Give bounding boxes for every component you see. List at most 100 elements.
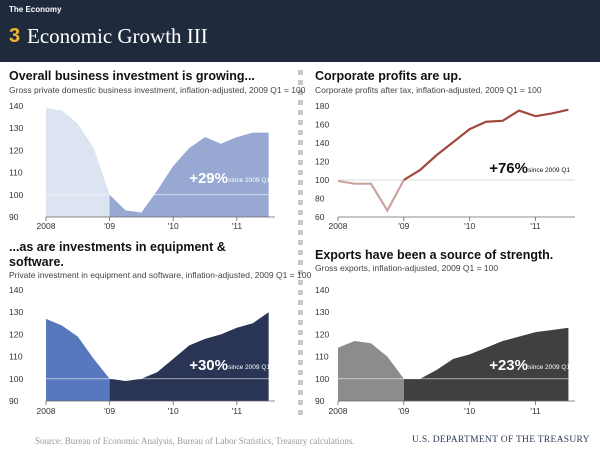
- annotation-value: +29%: [189, 170, 228, 187]
- separator-square: [298, 120, 303, 125]
- separator-square: [298, 100, 303, 105]
- source-note: Source: Bureau of Economic Analysis, Bur…: [35, 436, 355, 446]
- series-area-pre-2009: [46, 108, 110, 217]
- separator-square: [298, 210, 303, 215]
- y-tick-label: 100: [9, 374, 23, 384]
- separator-square: [298, 280, 303, 285]
- x-tick-label: '09: [104, 221, 115, 231]
- separator-square: [298, 230, 303, 235]
- x-tick-label: '11: [530, 221, 541, 231]
- series-line-post-2009: [403, 108, 569, 181]
- x-tick-label: '11: [232, 221, 243, 231]
- y-tick-label: 140: [9, 101, 23, 111]
- separator-square: [298, 260, 303, 265]
- chart-3-title: ...as are investments in equipment & sof…: [9, 240, 226, 269]
- y-tick-label: 140: [9, 285, 23, 295]
- y-tick-label: 120: [9, 145, 23, 155]
- x-tick-label: '11: [530, 406, 541, 416]
- y-tick-label: 90: [9, 212, 19, 222]
- annotation-label: since 2009 Q1: [528, 167, 570, 174]
- y-tick-label: 160: [315, 120, 329, 130]
- y-tick-label: 130: [9, 307, 23, 317]
- y-tick-label: 100: [9, 190, 23, 200]
- x-tick-label: '09: [398, 221, 409, 231]
- separator-square: [298, 150, 303, 155]
- annotation-value: +76%: [489, 160, 528, 177]
- x-tick-label: '10: [168, 406, 179, 416]
- y-tick-label: 120: [315, 329, 329, 339]
- chart-2-subtitle: Corporate profits after tax, inflation-a…: [315, 85, 542, 95]
- separator-square: [298, 370, 303, 375]
- panel-separator: [298, 70, 303, 415]
- page-title: Economic Growth III: [27, 24, 208, 48]
- y-tick-label: 110: [315, 352, 329, 362]
- separator-square: [298, 270, 303, 275]
- x-tick-label: '10: [464, 406, 475, 416]
- annotation-label: since 2009 Q1: [228, 177, 270, 184]
- separator-square: [298, 130, 303, 135]
- chart-2-title: Corporate profits are up.: [315, 69, 462, 83]
- separator-square: [298, 250, 303, 255]
- y-tick-label: 120: [9, 329, 23, 339]
- annotation-value: +23%: [489, 357, 528, 374]
- chart-2-plot: 60 80 100 120 140 160 180 2008 '09 '10 '11 since 20…: [315, 101, 575, 231]
- section-label: The Economy: [9, 5, 62, 14]
- separator-square: [298, 410, 303, 415]
- y-tick-label: 130: [9, 123, 23, 133]
- separator-square: [298, 330, 303, 335]
- separator-square: [298, 170, 303, 175]
- x-tick-label: '10: [168, 221, 179, 231]
- separator-square: [298, 240, 303, 245]
- separator-square: [298, 290, 303, 295]
- separator-square: [298, 180, 303, 185]
- separator-square: [298, 80, 303, 85]
- y-tick-label: 180: [315, 101, 329, 111]
- series-area-pre-2009: [46, 318, 110, 401]
- y-tick-label: 90: [9, 396, 19, 406]
- separator-square: [298, 90, 303, 95]
- chart-3-subtitle: Private investment in equipment and soft…: [9, 270, 312, 280]
- x-tick-label: '09: [398, 406, 409, 416]
- y-tick-label: 110: [9, 168, 23, 178]
- y-tick-label: 120: [315, 157, 329, 167]
- series-area-post-2009: [109, 132, 269, 217]
- separator-square: [298, 380, 303, 385]
- separator-square: [298, 360, 303, 365]
- y-tick-label: 90: [315, 396, 325, 406]
- x-tick-label: 2008: [329, 221, 348, 231]
- chart-1-plot: 90 100 110 120 130 140 2008 '09 '10 '11 since 2009…: [9, 101, 275, 231]
- series-area-post-2009: [403, 327, 569, 401]
- brand-text: U.S. DEPARTMENT OF THE TREASURY: [412, 435, 590, 445]
- x-tick-label: '09: [104, 406, 115, 416]
- series-line-pre-2009: [337, 179, 405, 213]
- separator-square: [298, 70, 303, 75]
- series-area-pre-2009: [338, 341, 404, 401]
- separator-square: [298, 300, 303, 305]
- chart-4-subtitle: Gross exports, inflation-adjusted, 2009 …: [315, 263, 499, 273]
- y-tick-label: 110: [9, 352, 23, 362]
- annotation-value: +30%: [189, 357, 228, 374]
- chart-3-plot: 90 100 110 120 130 140 2008 '09 '10 '11 since 2009…: [9, 285, 275, 416]
- x-tick-label: '10: [464, 221, 475, 231]
- separator-square: [298, 200, 303, 205]
- separator-square: [298, 400, 303, 405]
- separator-square: [298, 110, 303, 115]
- page-header: The Economy 3 Economic Growth III: [0, 0, 600, 62]
- x-tick-label: 2008: [37, 406, 56, 416]
- chart-1-title: Overall business investment is growing..…: [9, 69, 255, 83]
- separator-square: [298, 390, 303, 395]
- section-number: 3: [9, 25, 21, 47]
- chart-1-subtitle: Gross private domestic business investme…: [9, 85, 306, 95]
- separator-square: [298, 350, 303, 355]
- y-tick-label: 130: [315, 307, 329, 317]
- separator-square: [298, 320, 303, 325]
- x-tick-label: 2008: [329, 406, 348, 416]
- annotation-label: since 2009 Q1: [228, 364, 270, 371]
- y-tick-label: 80: [315, 194, 325, 204]
- annotation-label: since 2009 Q1: [528, 364, 570, 371]
- y-tick-label: 100: [315, 175, 329, 185]
- y-tick-label: 140: [315, 138, 329, 148]
- separator-square: [298, 140, 303, 145]
- separator-square: [298, 340, 303, 345]
- separator-square: [298, 310, 303, 315]
